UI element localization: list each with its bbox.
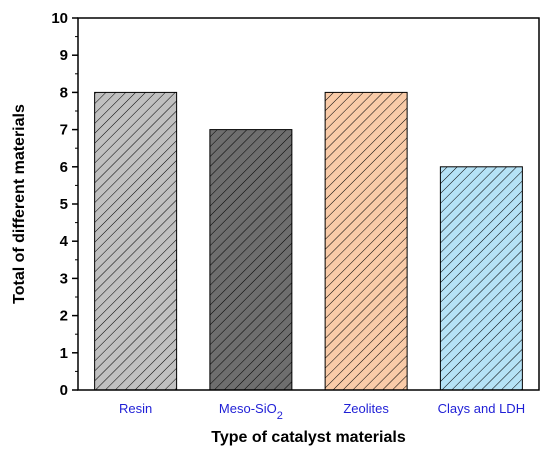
- x-category-label: Meso-SiO2: [219, 401, 283, 422]
- x-axis-title: Type of catalyst materials: [211, 429, 406, 446]
- y-tick-label: 7: [60, 122, 68, 139]
- bars-group: [94, 91, 523, 391]
- y-tick-label: 4: [60, 233, 69, 250]
- bar-meso-sio2: [209, 129, 293, 391]
- bar-zeolites: [324, 91, 408, 391]
- y-tick-label: 5: [60, 196, 68, 213]
- y-axis-title: Total of different materials: [11, 104, 28, 304]
- y-axis-ticks: 0 1 2 3 4 5 6 7 8 9 10: [51, 10, 78, 399]
- plot-area-frame: [77, 17, 540, 391]
- y-tick-label: 2: [60, 308, 68, 325]
- bar-hatch: [94, 91, 178, 391]
- bar-clays-and-ldh: [439, 166, 523, 391]
- x-category-label: Zeolites: [343, 401, 389, 416]
- x-category-label: Resin: [119, 401, 152, 416]
- bar-hatch: [324, 91, 408, 391]
- y-tick-label: 6: [60, 159, 68, 176]
- bar-hatch: [209, 129, 293, 391]
- bar-hatch: [439, 166, 523, 391]
- y-tick-label: 9: [60, 47, 68, 64]
- bar-resin: [94, 91, 178, 391]
- y-tick-label: 1: [60, 345, 68, 362]
- y-tick-label: 8: [60, 84, 68, 101]
- y-tick-label: 10: [51, 10, 68, 27]
- x-category-label: Clays and LDH: [438, 401, 525, 416]
- y-tick-label: 3: [60, 270, 68, 287]
- x-axis-category-labels: Resin Meso-SiO2 Zeolites Clays and LDH: [119, 401, 525, 422]
- y-tick-label: 0: [60, 382, 68, 399]
